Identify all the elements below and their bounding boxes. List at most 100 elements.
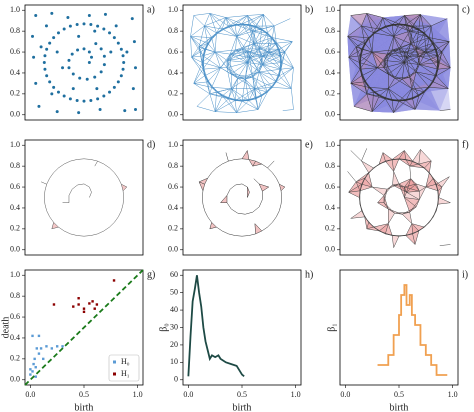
edge [350,210,362,219]
simplex [409,31,430,57]
edge [281,67,294,70]
simplex [410,26,425,44]
simplex [425,49,442,53]
simplex [399,79,412,102]
edge [391,100,394,113]
point [52,303,56,306]
edge [190,36,212,38]
simplex [388,74,412,101]
simplex [409,48,417,78]
point [82,47,86,51]
edge [371,95,380,112]
edge [391,159,394,172]
simplex [416,48,439,63]
edge [348,57,360,63]
simplex [348,46,360,70]
edge [211,67,221,88]
legend-label: H₁ [121,369,130,378]
simplex [406,178,417,193]
x-tick-label: 0.0 [183,390,193,399]
simplex [392,24,399,49]
simplex [372,187,388,196]
simplex [431,25,450,50]
x-tick-label: 1.0 [133,390,143,399]
simplex [399,98,416,110]
simplex [364,67,378,93]
point [34,366,37,369]
edge [377,202,389,210]
simplex [424,18,450,42]
edge [404,62,410,78]
point [112,36,116,40]
simplex [399,14,421,25]
y-tick-label: 0.6 [325,182,335,191]
simplex [419,56,439,76]
simplex [392,77,410,102]
simplex [418,14,432,30]
simplex [399,15,413,27]
simplex [385,23,399,37]
point [66,16,70,20]
simplex [368,36,394,53]
simplex [368,24,393,38]
simplex [385,88,412,101]
simplex [361,49,378,68]
edge [247,31,253,53]
point [87,13,91,17]
simplex [361,49,384,61]
edge [231,73,246,80]
edge [248,88,256,101]
y-tick-label: 0.8 [168,26,178,35]
edge [393,23,400,37]
simplex [394,64,420,79]
simplex [361,172,373,188]
simplex [373,67,395,93]
edge [255,230,262,235]
simplex [364,81,386,99]
edge [215,49,236,53]
edge [247,62,260,73]
edge [209,13,217,33]
simplex [388,49,405,74]
simplex [424,32,434,53]
edge [398,183,407,193]
simplex [377,67,403,96]
edge [347,25,362,37]
simplex [399,178,411,193]
edge [416,71,434,83]
simplex [402,64,420,80]
point [75,22,79,26]
edge [361,25,365,44]
simplex [405,230,419,245]
edge [411,88,420,97]
simplex [394,77,413,99]
simplex [366,13,393,27]
simplex [361,74,389,88]
edge [228,98,237,113]
simplex [416,64,439,72]
simplex [348,57,365,84]
edge [371,51,385,68]
edge [402,211,410,215]
edge [77,235,85,237]
simplex [366,67,378,94]
simplex [377,67,389,89]
edge [280,197,282,205]
simplex [366,13,374,38]
simplex [424,32,450,42]
edge [202,197,204,205]
edge [383,62,405,68]
simplex [419,64,439,88]
simplex [353,87,369,107]
edge [191,57,205,76]
simplex [436,62,451,76]
simplex [404,15,432,27]
simplex [377,67,389,89]
simplex [436,49,451,68]
edge [398,178,411,185]
simplex [359,52,384,68]
simplex [394,62,410,79]
edge [402,214,413,224]
simplex [359,62,369,88]
simplex [402,52,405,80]
